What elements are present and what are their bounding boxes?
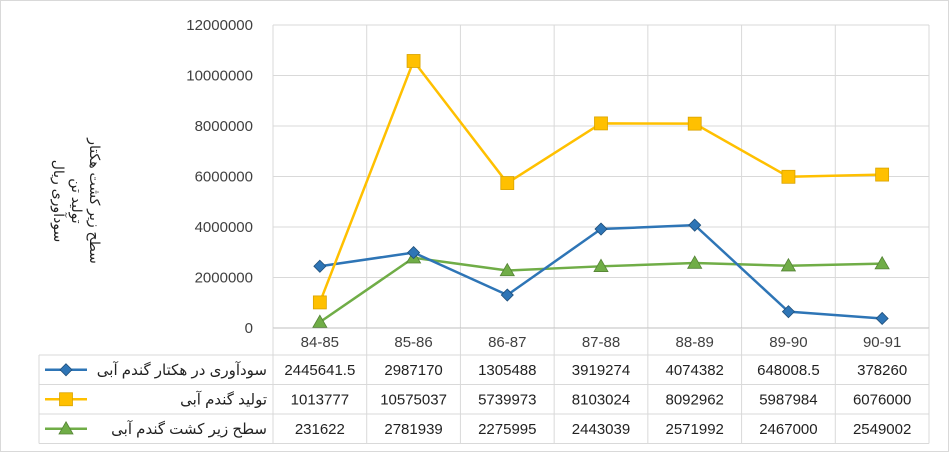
x-category-label: 89-90 [769, 334, 807, 351]
x-category-label: 85-86 [394, 334, 432, 351]
data-point-marker [780, 257, 797, 272]
data-table: 84-85 85-86 86-87 87-88 88-89 89-90 90-91 سودآو… [38, 327, 930, 444]
data-label: 1305488 [478, 362, 536, 379]
x-category-label: 86-87 [488, 334, 526, 351]
data-label: 648008.5 [757, 362, 820, 379]
data-label: 2467000 [759, 421, 817, 438]
data-point-marker [594, 116, 608, 131]
y-tick-label: 12000000 [186, 17, 253, 34]
data-point-marker [594, 222, 608, 236]
data-point-marker [406, 54, 421, 68]
data-point-marker [407, 246, 421, 260]
y-tick-label: 0 [245, 320, 253, 337]
y-axis-label-line-2: تولید تن [68, 178, 85, 224]
data-label: 1013777 [291, 391, 349, 408]
data-point-marker [593, 258, 609, 272]
data-point-marker [875, 311, 889, 326]
data-point-marker [781, 305, 795, 319]
data-label: 8092962 [666, 391, 724, 408]
data-label: 2549002 [853, 421, 911, 438]
data-label: 10575037 [380, 391, 447, 408]
data-point-marker [500, 176, 515, 190]
series-layer [312, 54, 890, 328]
y-tick-label: 4000000 [195, 219, 253, 236]
y-tick-label: 2000000 [195, 270, 253, 287]
y-axis-ticks: 0 2000000 4000000 6000000 8000000 10000000 120… [186, 17, 253, 337]
y-axis-label-line-3: سطح زیر کشت هکتار [86, 137, 103, 264]
data-point-marker [874, 255, 890, 270]
data-label: 3919274 [572, 362, 630, 379]
legend-series-name: تولید گندم آبی [180, 390, 267, 408]
data-label: 4074382 [666, 362, 724, 379]
x-category-label: 88-89 [676, 334, 714, 351]
data-label: 2275995 [478, 421, 536, 438]
y-tick-label: 10000000 [186, 68, 253, 85]
data-label: 2445641.5 [284, 362, 355, 379]
x-category-label: 84-85 [301, 334, 339, 351]
data-label: 2987170 [384, 362, 442, 379]
data-point-marker [499, 262, 515, 277]
data-label: 6076000 [853, 391, 911, 408]
data-label: 2571992 [666, 421, 724, 438]
data-point-marker [688, 218, 702, 232]
legend-key-marker [59, 363, 73, 377]
legend-key-marker [59, 392, 73, 407]
data-point-marker [781, 169, 796, 184]
x-category-label: 90-91 [863, 334, 901, 351]
legend-key-marker [58, 420, 74, 435]
data-label: 8103024 [572, 391, 630, 408]
y-tick-label: 8000000 [195, 118, 253, 135]
data-point-marker [687, 116, 702, 131]
data-point-marker [500, 288, 514, 302]
y-axis-label: سودآوری ریال تولید تن سطح زیر کشت هکتار [50, 137, 103, 264]
data-label: 231622 [295, 421, 345, 438]
data-point-marker [312, 314, 328, 328]
y-tick-label: 6000000 [195, 169, 253, 186]
data-point-marker [687, 255, 703, 269]
data-label: 5987984 [759, 391, 817, 408]
data-label: 378260 [857, 362, 907, 379]
data-point-marker [875, 167, 890, 182]
data-point-marker [312, 295, 327, 310]
legend-series-name: سطح زیر کشت گندم آبی [111, 420, 267, 438]
data-point-marker [313, 259, 327, 273]
data-label: 2443039 [572, 421, 630, 438]
legend-series-name: سودآوری در هکتار گندم آبی [97, 361, 267, 379]
data-label: 2781939 [384, 421, 442, 438]
data-label: 5739973 [478, 391, 536, 408]
x-category-label: 87-88 [582, 334, 620, 351]
y-axis-label-line-1: سودآوری ریال [50, 160, 67, 243]
